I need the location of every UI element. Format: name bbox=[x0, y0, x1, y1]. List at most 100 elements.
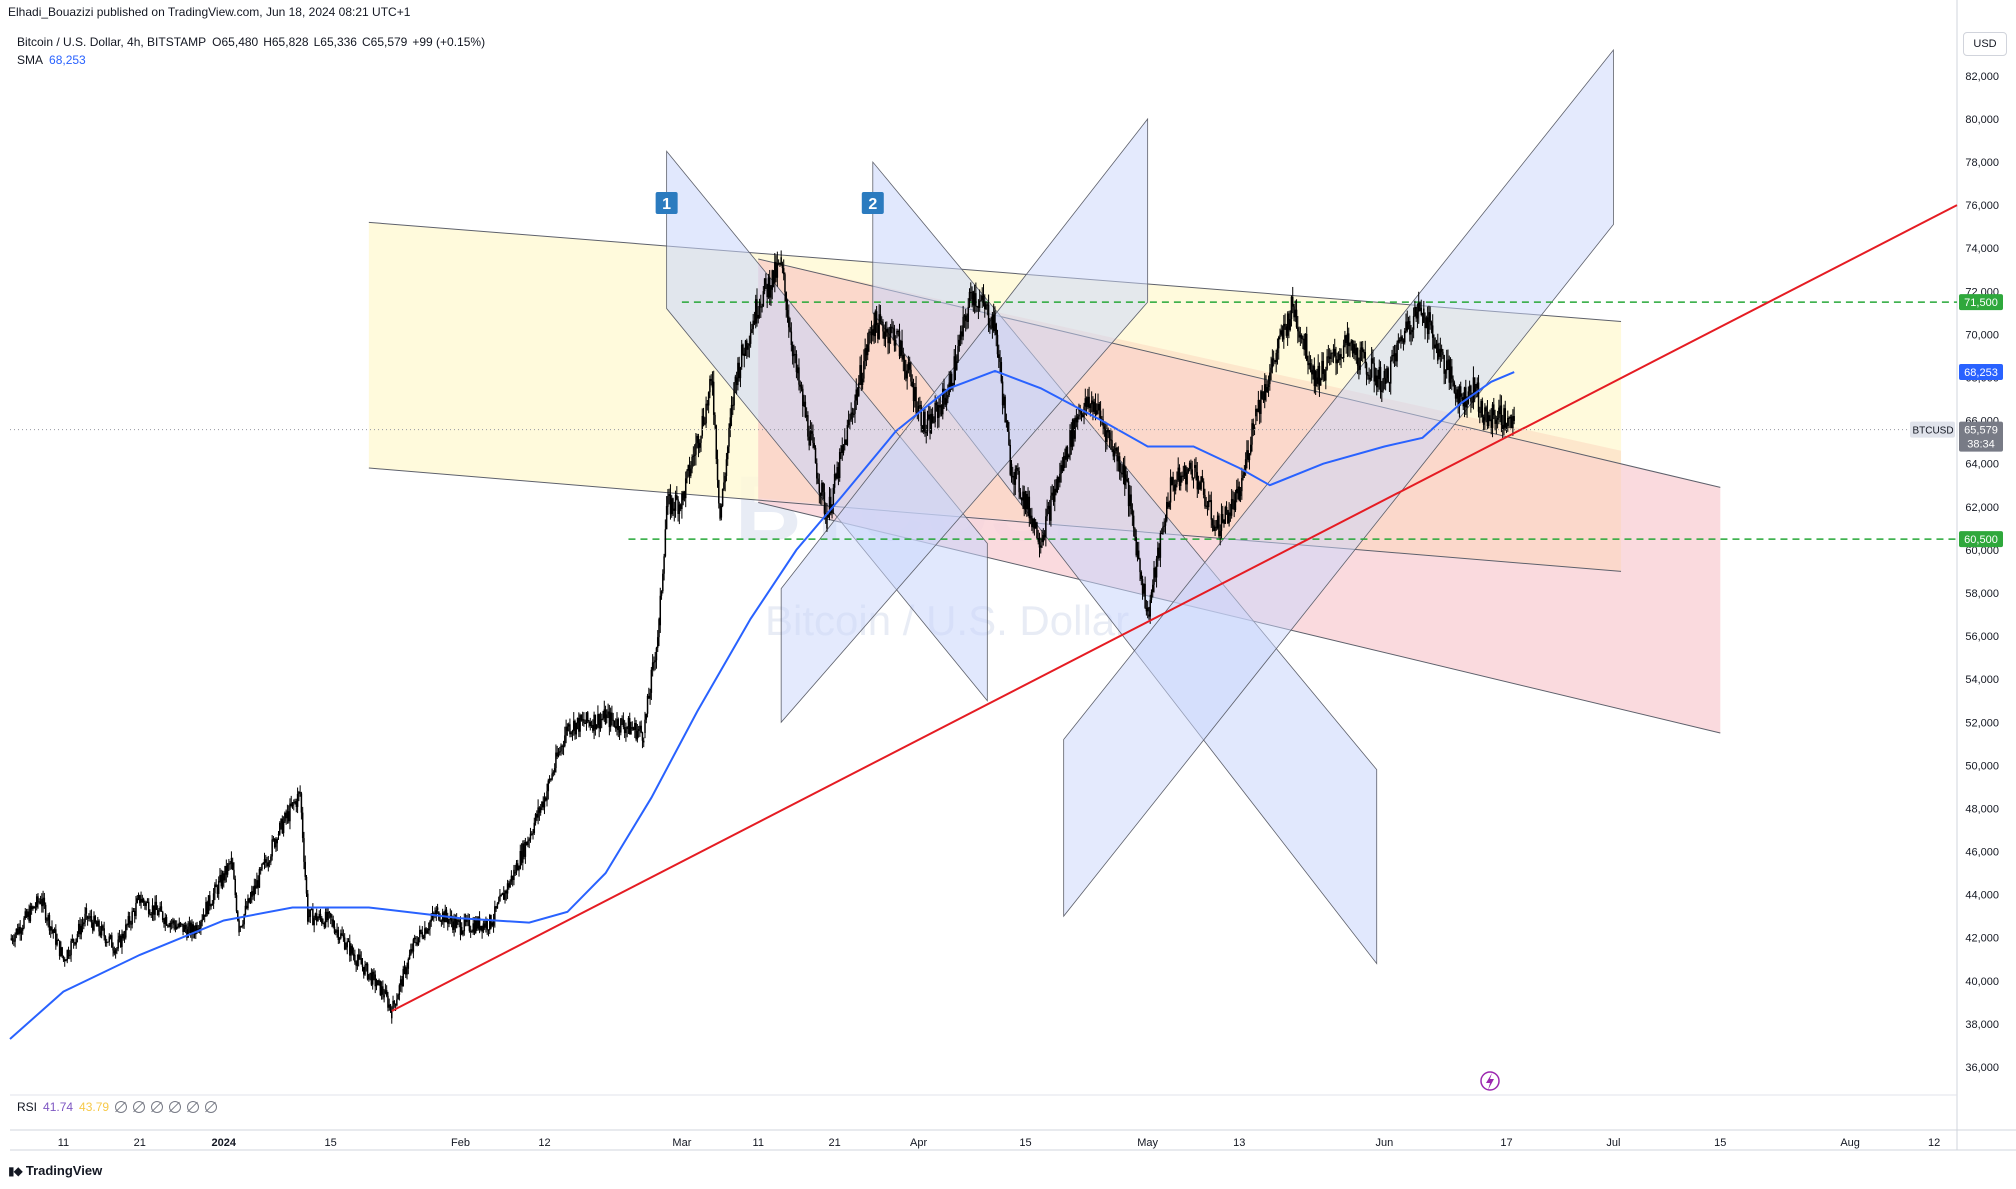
candle-body bbox=[272, 838, 275, 840]
candle-body bbox=[917, 405, 920, 414]
candle-body bbox=[258, 869, 261, 888]
candle-body bbox=[1425, 317, 1428, 329]
tradingview-brand[interactable]: ▮◆ TradingView bbox=[8, 1163, 102, 1178]
candle-body bbox=[576, 717, 579, 723]
candle-body bbox=[679, 504, 682, 510]
candle-body bbox=[896, 331, 898, 335]
candle-body bbox=[1018, 470, 1020, 493]
candle-body bbox=[95, 922, 98, 927]
candle-body bbox=[205, 902, 207, 917]
candle-body bbox=[772, 270, 775, 284]
candle-body bbox=[195, 925, 197, 935]
candle-body bbox=[1001, 381, 1004, 406]
candle-body bbox=[1289, 319, 1291, 330]
candle-body bbox=[335, 930, 337, 933]
candle-body bbox=[294, 801, 296, 804]
candle-body bbox=[880, 321, 883, 323]
candle-body bbox=[985, 304, 987, 310]
candle-body bbox=[1275, 353, 1277, 363]
candle-body bbox=[249, 896, 252, 903]
candle-body bbox=[97, 920, 99, 927]
price-tag bbox=[1959, 294, 2003, 311]
candle-body bbox=[817, 478, 819, 484]
candle-body bbox=[62, 956, 65, 960]
candle-body bbox=[1215, 526, 1218, 528]
candle-body bbox=[1448, 359, 1451, 383]
candle-body bbox=[959, 331, 962, 340]
candle-body bbox=[1012, 475, 1014, 478]
candle-body bbox=[1355, 347, 1358, 355]
candle-body bbox=[1036, 522, 1038, 538]
rsi-label[interactable]: RSI bbox=[17, 1100, 38, 1114]
candle-body bbox=[1104, 428, 1107, 442]
candle-body bbox=[873, 323, 875, 337]
currency-button[interactable]: USD bbox=[1963, 32, 2007, 56]
candle-body bbox=[128, 916, 131, 924]
candle-body bbox=[691, 457, 693, 469]
candle-body bbox=[298, 792, 300, 794]
candle-body bbox=[1383, 370, 1386, 379]
candle-body bbox=[347, 941, 350, 943]
candle-body bbox=[1174, 484, 1177, 491]
candle-body bbox=[766, 284, 768, 298]
candle-body bbox=[620, 718, 622, 733]
candle-body bbox=[1158, 547, 1160, 558]
hidden-eye-icon[interactable] bbox=[115, 1101, 128, 1113]
candle-body bbox=[485, 921, 487, 928]
candle-body bbox=[915, 386, 917, 412]
candle-body bbox=[1026, 494, 1028, 510]
candle-body bbox=[220, 874, 222, 887]
rsi-legend: RSI 41.74 43.79 bbox=[17, 1100, 218, 1114]
candle-body bbox=[415, 942, 417, 944]
candle-body bbox=[785, 292, 788, 311]
candle-body bbox=[1475, 388, 1477, 394]
candle-body bbox=[1490, 419, 1492, 428]
hidden-eye-icon[interactable] bbox=[133, 1101, 146, 1113]
candle-body bbox=[1004, 396, 1006, 423]
candle-body bbox=[774, 261, 776, 284]
candle-body bbox=[914, 386, 916, 402]
candle-body bbox=[1178, 467, 1181, 486]
symbol-title[interactable]: Bitcoin / U.S. Dollar, 4h, BITSTAMP bbox=[17, 35, 207, 49]
candle-body bbox=[921, 425, 924, 432]
candle-body bbox=[287, 811, 290, 822]
candle-body bbox=[1463, 387, 1466, 407]
candle-body bbox=[828, 496, 831, 515]
candle-body bbox=[740, 344, 743, 367]
candle-body bbox=[883, 331, 885, 339]
candle-body bbox=[878, 314, 880, 339]
candle-body bbox=[11, 938, 14, 941]
hidden-eye-icon[interactable] bbox=[169, 1101, 182, 1113]
candle-body bbox=[832, 487, 835, 506]
sma-label[interactable]: SMA bbox=[17, 53, 44, 67]
candle-body bbox=[342, 935, 345, 938]
channel-badge bbox=[655, 191, 678, 214]
x-tick-label: 17 bbox=[1500, 1137, 1512, 1149]
hidden-eye-icon[interactable] bbox=[151, 1101, 164, 1113]
candle-body bbox=[627, 718, 630, 727]
candle-body bbox=[435, 910, 438, 916]
candle-body bbox=[314, 913, 317, 918]
candle-body bbox=[1138, 550, 1140, 560]
candle-body bbox=[263, 859, 266, 864]
y-tick-label: 58,000 bbox=[1965, 588, 1999, 600]
candle-body bbox=[814, 447, 817, 464]
hidden-eye-icon[interactable] bbox=[187, 1101, 200, 1113]
hidden-eye-icon[interactable] bbox=[205, 1101, 218, 1113]
candle-body bbox=[30, 906, 33, 910]
candle-body bbox=[151, 905, 154, 915]
alert-bolt bbox=[1486, 1073, 1494, 1090]
candle-body bbox=[1397, 339, 1400, 343]
candle-body bbox=[384, 990, 387, 994]
candle-body bbox=[879, 314, 882, 322]
candle-body bbox=[327, 911, 329, 921]
candle-body bbox=[1233, 500, 1235, 510]
candle-body bbox=[684, 478, 687, 499]
candle-body bbox=[1389, 360, 1392, 384]
candle-body bbox=[1372, 358, 1374, 364]
support-trendline bbox=[391, 204, 1958, 1012]
candle-body bbox=[1022, 491, 1024, 501]
candle-body bbox=[1181, 475, 1183, 477]
candle-body bbox=[1005, 420, 1008, 423]
